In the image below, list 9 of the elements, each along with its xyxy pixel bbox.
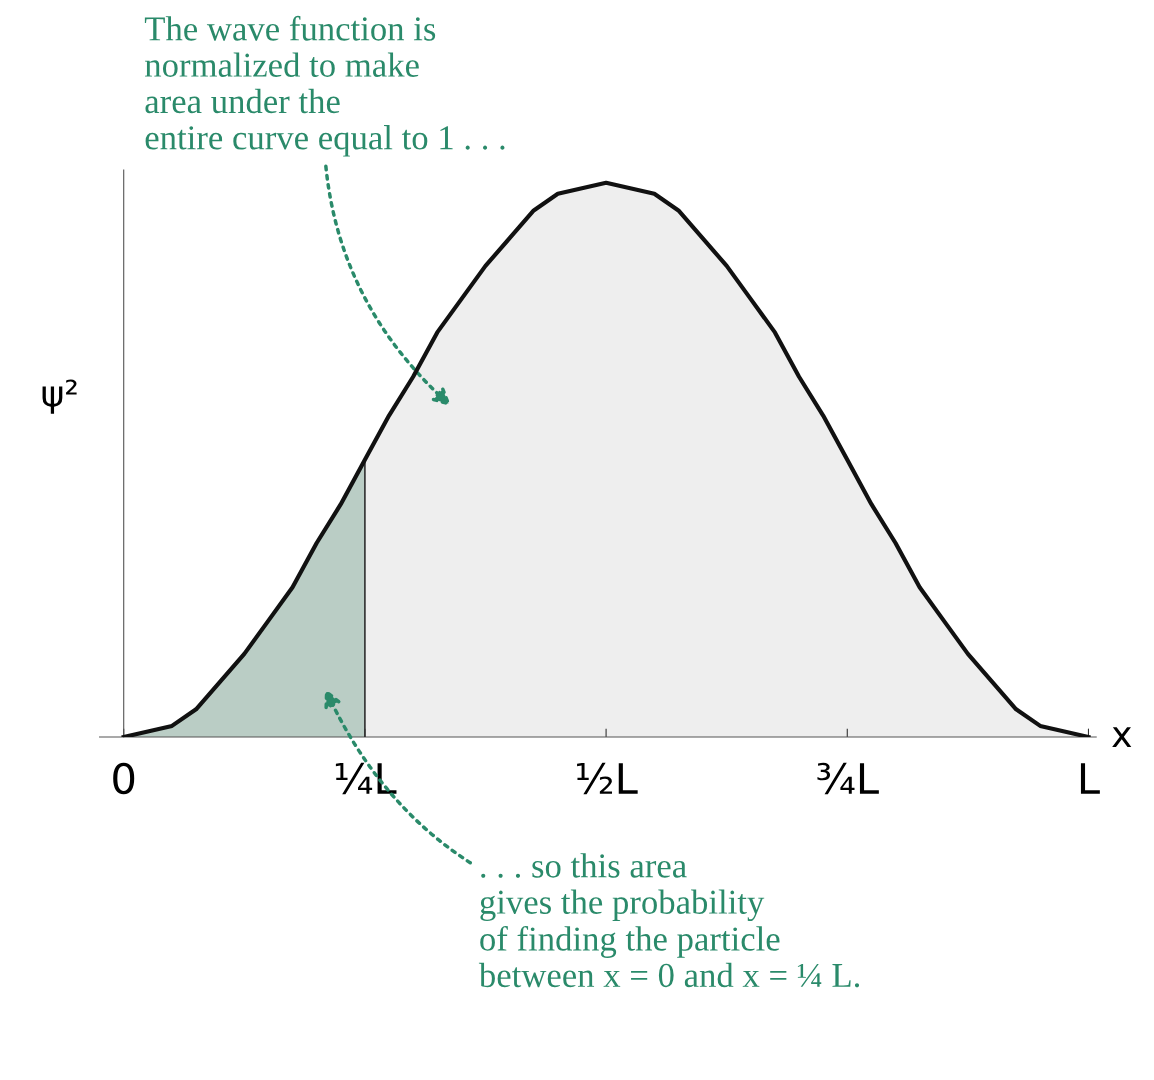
x-tick-label: ½L (577, 762, 638, 795)
y-axis-title: ψ² (42, 379, 77, 414)
x-tick-label: 0 (113, 762, 135, 795)
x-tick-label: L (1080, 763, 1100, 794)
x-axis-title: x (1112, 727, 1132, 747)
x-tick-label: ¼L (335, 762, 397, 795)
text: The wave function is normalized to make area under the entire curve equal to 1 . . . (144, 15, 505, 157)
text: . . . so this area gives the probability of finding the particle between x = 0 and x = ¼ L. (478, 853, 860, 988)
x-tick-label: ¾L (817, 762, 879, 795)
